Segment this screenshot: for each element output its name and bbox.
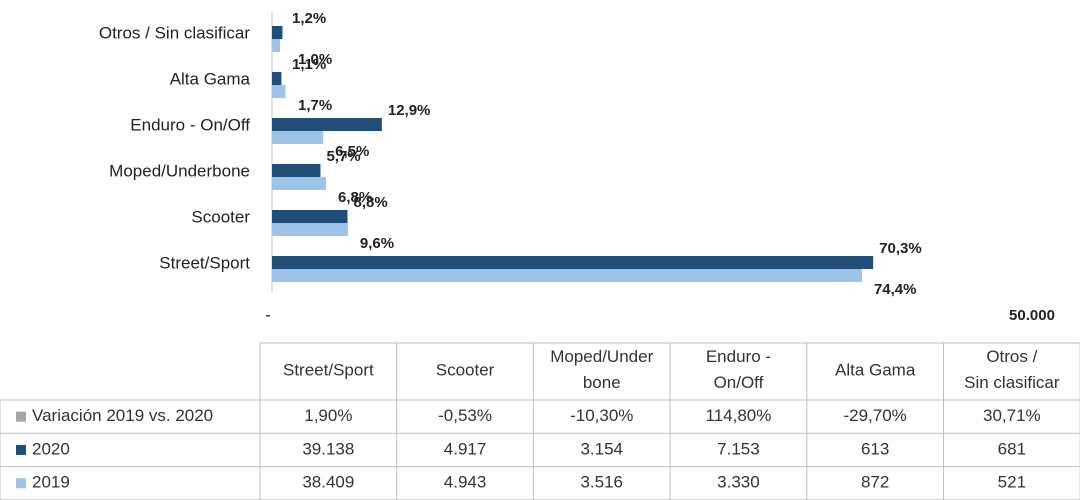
bar bbox=[272, 269, 862, 282]
category-label: Alta Gama bbox=[170, 69, 251, 88]
category-label: Enduro - On/Off bbox=[130, 115, 250, 134]
data-label: 6,8% bbox=[338, 189, 372, 206]
bar bbox=[272, 223, 348, 236]
data-label: 1,7% bbox=[298, 97, 332, 114]
table-header: Enduro -On/Off bbox=[706, 347, 771, 392]
table-header: Street/Sport bbox=[283, 360, 374, 379]
legend-label: Variación 2019 vs. 2020 bbox=[32, 406, 213, 425]
table-header: Moped/Under bone bbox=[550, 347, 653, 392]
table-cell: 521 bbox=[998, 473, 1026, 492]
table-cell: 30,71% bbox=[983, 406, 1041, 425]
data-label: 1,1% bbox=[292, 56, 326, 73]
data-label: 1,0% bbox=[298, 51, 332, 68]
category-label: Street/Sport bbox=[159, 253, 250, 272]
table-cell: 38.409 bbox=[302, 473, 354, 492]
table-cell: 872 bbox=[861, 473, 889, 492]
table-cell: 613 bbox=[861, 439, 889, 458]
data-label: 12,9% bbox=[388, 102, 431, 119]
x-tick-label: - bbox=[265, 305, 271, 324]
data-label: 8,8% bbox=[354, 194, 388, 211]
legend-swatch bbox=[16, 411, 26, 422]
table-cell: 4.917 bbox=[444, 439, 487, 458]
x-tick-label: 50.000 bbox=[1009, 307, 1055, 324]
bar bbox=[272, 26, 283, 39]
table-cell: 3.154 bbox=[580, 439, 623, 458]
bar bbox=[272, 131, 324, 144]
table-cell: 3.516 bbox=[580, 473, 623, 492]
bar bbox=[272, 118, 382, 131]
table-cell: -29,70% bbox=[843, 406, 906, 425]
legend-label: 2020 bbox=[32, 439, 70, 458]
table-cell: 1,90% bbox=[304, 406, 352, 425]
bar bbox=[272, 256, 874, 269]
data-label: 6,5% bbox=[335, 143, 369, 160]
data-label: 5,7% bbox=[326, 148, 360, 165]
legend-swatch bbox=[16, 444, 26, 455]
table-cell: 681 bbox=[998, 439, 1026, 458]
legend-swatch bbox=[16, 478, 26, 489]
bar bbox=[272, 164, 321, 177]
category-label: Moped/Underbone bbox=[109, 161, 250, 180]
table-cell: 3.330 bbox=[717, 473, 760, 492]
table-header: Scooter bbox=[436, 360, 495, 379]
category-label: Otros / Sin clasificar bbox=[99, 23, 250, 42]
table-cell: 39.138 bbox=[302, 439, 354, 458]
bar bbox=[272, 210, 348, 223]
table-header: Alta Gama bbox=[835, 360, 916, 379]
table-cell: 7.153 bbox=[717, 439, 760, 458]
table-cell: -10,30% bbox=[570, 406, 633, 425]
data-label: 70,3% bbox=[879, 240, 922, 257]
table-header: Otros / Sin clasificar bbox=[964, 347, 1060, 392]
bar bbox=[272, 85, 286, 98]
bar bbox=[272, 177, 327, 190]
bar bbox=[272, 72, 282, 85]
data-label: 9,6% bbox=[360, 235, 394, 252]
legend-label: 2019 bbox=[32, 473, 70, 492]
table-cell: -0,53% bbox=[438, 406, 492, 425]
table-cell: 114,80% bbox=[706, 406, 772, 425]
bar bbox=[272, 39, 281, 52]
data-label: 74,4% bbox=[874, 281, 917, 298]
category-label: Scooter bbox=[191, 207, 250, 226]
table-cell: 4.943 bbox=[444, 473, 487, 492]
data-label: 1,2% bbox=[292, 10, 326, 27]
